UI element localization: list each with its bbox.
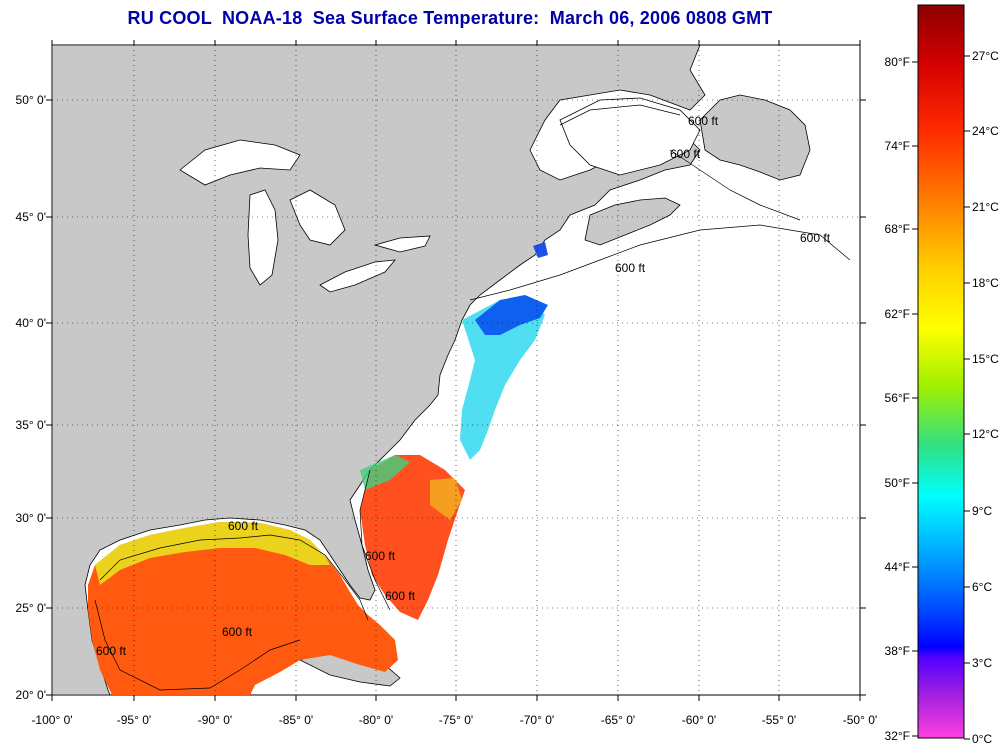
contour-label: 600 ft — [365, 549, 396, 563]
lake-ontario — [373, 235, 431, 253]
contour-label: 600 ft — [800, 231, 831, 245]
colorbar-label-f: 32°F — [885, 729, 910, 743]
sst-gulf-yellow-shelf — [95, 522, 330, 585]
lat-label: 25° 0' — [16, 601, 46, 615]
colorbar-label-c: 9°C — [972, 504, 992, 518]
lon-label: -60° 0' — [682, 713, 716, 727]
latitude-axis: 50° 0' 45° 0' 40° 0' 35° 0' 30° 0' 25° 0' 20° … — [16, 93, 866, 702]
lon-label: -95° 0' — [117, 713, 151, 727]
lat-label: 35° 0' — [16, 418, 46, 432]
colorbar-label-c: 15°C — [972, 352, 999, 366]
lake-superior — [179, 139, 301, 186]
contour-label: 600 ft — [688, 114, 719, 128]
colorbar-label-f: 50°F — [885, 476, 910, 490]
lon-label: -55° 0' — [762, 713, 796, 727]
sst-shelf-cyan — [460, 300, 545, 460]
contour-label: 600 ft — [96, 644, 127, 658]
colorbar-label-f: 56°F — [885, 391, 910, 405]
land-newfoundland — [699, 94, 811, 181]
lon-label: -85° 0' — [279, 713, 313, 727]
land-nova-scotia — [584, 197, 681, 246]
lon-label: -50° 0' — [843, 713, 877, 727]
colorbar-label-f: 62°F — [885, 307, 910, 321]
colorbar-celsius-labels: 27°C 24°C 21°C 18°C 15°C 12°C 9°C 6°C 3°C 0°C — [964, 49, 999, 746]
colorbar-label-c: 12°C — [972, 427, 999, 441]
sst-cold-blue — [475, 295, 548, 335]
sst-gulf-of-mexico — [88, 522, 398, 695]
contour-labels: 600 ft 600 ft 600 ft 600 ft 600 ft 600 f… — [96, 114, 831, 658]
colorbar-label-f: 74°F — [885, 139, 910, 153]
lon-label: -70° 0' — [520, 713, 554, 727]
isobath-contours — [94, 104, 851, 691]
lon-label: -80° 0' — [359, 713, 393, 727]
colorbar-label-c: 6°C — [972, 580, 992, 594]
lon-label: -100° 0' — [31, 713, 72, 727]
colorbar-label-c: 18°C — [972, 276, 999, 290]
graticule — [52, 45, 860, 695]
colorbar-label-f: 44°F — [885, 560, 910, 574]
sst-atlantic-yellow — [430, 478, 462, 520]
lon-label: -90° 0' — [198, 713, 232, 727]
lat-label: 30° 0' — [16, 511, 46, 525]
contour-label: 600 ft — [385, 589, 416, 603]
lon-label: -75° 0' — [439, 713, 473, 727]
contour-label: 600 ft — [615, 261, 646, 275]
contour-label: 600 ft — [670, 147, 701, 161]
map-title: RU COOL NOAA-18 Sea Surface Temperature:… — [127, 8, 773, 28]
colorbar-label-f: 38°F — [885, 644, 910, 658]
lake-erie — [319, 259, 396, 293]
colorbar-label-c: 3°C — [972, 656, 992, 670]
colorbar-fahrenheit-labels: 80°F 74°F 68°F 62°F 56°F 50°F 44°F 38°F 32°F — [885, 55, 918, 743]
lat-label: 45° 0' — [16, 210, 46, 224]
contour-label: 600 ft — [222, 625, 253, 639]
colorbar-label-f: 80°F — [885, 55, 910, 69]
longitude-axis: -100° 0' -95° 0' -90° 0' -85° 0' -80° 0' -75°… — [31, 40, 877, 727]
colorbar-label-c: 0°C — [972, 732, 992, 746]
colorbar-label-c: 24°C — [972, 124, 999, 138]
colorbar-label-c: 27°C — [972, 49, 999, 63]
lat-label: 20° 0' — [16, 688, 46, 702]
lake-huron — [289, 189, 346, 246]
lat-label: 40° 0' — [16, 316, 46, 330]
colorbar-gradient — [917, 4, 965, 739]
lat-label: 50° 0' — [16, 93, 46, 107]
lon-label: -65° 0' — [601, 713, 635, 727]
colorbar-label-c: 21°C — [972, 200, 999, 214]
contour-label: 600 ft — [228, 519, 259, 533]
gulf-st-lawrence — [559, 97, 701, 176]
sst-carolina-green — [360, 455, 410, 490]
lake-michigan — [247, 189, 279, 286]
colorbar-label-f: 68°F — [885, 222, 910, 236]
